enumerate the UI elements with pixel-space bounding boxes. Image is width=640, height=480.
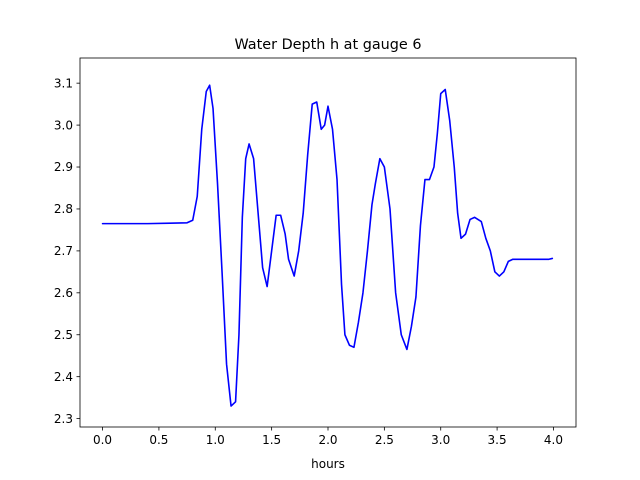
- y-tick-label: 3.0: [54, 118, 73, 132]
- y-tick-label: 3.1: [54, 76, 73, 90]
- y-tick-label: 2.5: [54, 328, 73, 342]
- axes-frame: [79, 57, 577, 428]
- y-tick-label: 2.3: [54, 412, 73, 426]
- plot-area: [79, 57, 577, 428]
- x-tick-label: 0.0: [93, 433, 112, 447]
- series-line-0: [101, 84, 554, 407]
- x-tick-label: 0.5: [149, 433, 168, 447]
- y-tick-label: 2.6: [54, 286, 73, 300]
- y-tick-label: 2.8: [54, 202, 73, 216]
- y-tick-label: 2.9: [54, 160, 73, 174]
- x-tick-label: 4.0: [544, 433, 563, 447]
- x-tick-label: 2.5: [375, 433, 394, 447]
- chart-title: Water Depth h at gauge 6: [234, 37, 421, 53]
- y-axis-ticks: 2.3 2.4 2.5 2.6 2.7 2.8 2.9 3.0 3.1: [54, 76, 80, 426]
- x-tick-label: 3.0: [431, 433, 450, 447]
- x-tick-label: 2.0: [318, 433, 337, 447]
- x-tick-label: 1.0: [206, 433, 225, 447]
- x-axis-label: hours: [311, 457, 345, 471]
- x-tick-label: 3.5: [488, 433, 507, 447]
- y-tick-label: 2.7: [54, 244, 73, 258]
- x-axis-ticks: 0.0 0.5 1.0 1.5 2.0 2.5 3.0 3.5 4.0: [93, 427, 563, 447]
- x-tick-label: 1.5: [262, 433, 281, 447]
- y-tick-label: 2.4: [54, 370, 73, 384]
